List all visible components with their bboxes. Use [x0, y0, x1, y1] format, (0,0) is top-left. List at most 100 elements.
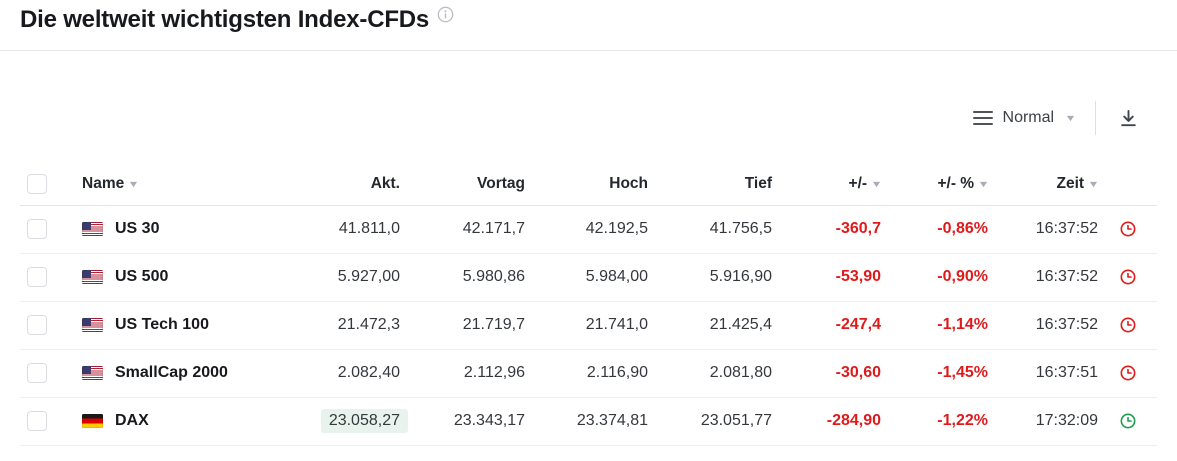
cell-change: -30,60 — [835, 364, 881, 381]
cell-tief: 41.756,5 — [709, 220, 772, 237]
cell-vortag: 21.719,7 — [462, 316, 525, 333]
column-header-name[interactable]: Name ▼ — [82, 174, 140, 192]
instrument-name: DAX — [115, 412, 149, 429]
sort-icon: ▼ — [1087, 178, 1100, 189]
instrument-name: US Tech 100 — [115, 316, 209, 333]
cell-change-pct: -1,45% — [937, 364, 988, 381]
cell-vortag: 5.980,86 — [462, 268, 525, 285]
cell-clock — [1098, 397, 1157, 445]
cell-akt: 41.811,0 — [338, 220, 400, 237]
info-icon[interactable] — [437, 6, 454, 23]
clock-icon — [1119, 412, 1137, 430]
table-row: DAX 23.058,27 23.343,17 23.374,81 23.051… — [20, 397, 1157, 445]
cell-tief: 2.081,80 — [709, 364, 772, 381]
cell-change-pct: -1,22% — [937, 412, 988, 429]
column-header-zeit[interactable]: Zeit ▼ — [1056, 174, 1100, 192]
row-checkbox-cell — [20, 205, 82, 253]
cell-clock — [1098, 205, 1157, 253]
cell-hoch: 42.192,5 — [585, 220, 648, 237]
toolbar-divider — [1095, 101, 1096, 135]
table-row: SmallCap 2000 2.082,40 2.112,96 2.116,90… — [20, 349, 1157, 397]
list-view-icon — [972, 110, 993, 126]
us-flag-icon — [82, 270, 103, 284]
row-checkbox-cell — [20, 253, 82, 301]
table-header-row: Name ▼ Akt. Vortag Hoch Tief +/- ▼ +/- % ▼ … — [20, 163, 1157, 205]
cell-name[interactable]: US 30 — [82, 205, 282, 253]
page-title: Die weltweit wichtigsten Index-CFDs — [20, 6, 430, 33]
table-row: US Tech 100 21.472,3 21.719,7 21.741,0 2… — [20, 301, 1157, 349]
instrument-name: SmallCap 2000 — [115, 364, 228, 381]
instrument-name: US 500 — [115, 268, 169, 285]
cell-tief: 23.051,77 — [700, 412, 772, 429]
column-header-tief[interactable]: Tief — [744, 174, 772, 192]
table-row: US 30 41.811,0 42.171,7 42.192,5 41.756,… — [20, 205, 1157, 253]
cell-change: -360,7 — [835, 220, 881, 237]
row-checkbox[interactable] — [27, 219, 47, 239]
column-header-hoch[interactable]: Hoch — [609, 174, 648, 192]
row-checkbox[interactable] — [27, 411, 47, 431]
cell-change-pct: -0,86% — [937, 220, 988, 237]
view-mode-label: Normal — [1002, 109, 1055, 126]
cell-akt: 23.058,27 — [282, 397, 408, 445]
cell-hoch: 23.374,81 — [576, 412, 648, 429]
cell-akt: 5.927,00 — [337, 268, 400, 285]
cell-change: -284,90 — [826, 412, 881, 429]
germany-flag-icon — [82, 414, 103, 428]
column-header-change-pct[interactable]: +/- % ▼ — [937, 174, 990, 192]
clock-icon — [1119, 220, 1137, 238]
column-header-change[interactable]: +/- ▼ — [848, 174, 883, 192]
sort-icon: ▼ — [127, 178, 140, 189]
cell-zeit: 16:37:52 — [1035, 316, 1098, 333]
us-flag-icon — [82, 318, 103, 332]
cell-change: -53,90 — [835, 268, 881, 285]
instrument-name: US 30 — [115, 220, 160, 237]
clock-icon — [1119, 364, 1137, 382]
cell-clock — [1098, 349, 1157, 397]
row-checkbox-cell — [20, 349, 82, 397]
clock-icon — [1119, 268, 1137, 286]
cell-vortag: 2.112,96 — [463, 364, 525, 381]
column-header-akt[interactable]: Akt. — [370, 174, 400, 192]
cell-tief: 21.425,4 — [709, 316, 772, 333]
cell-akt: 21.472,3 — [337, 316, 400, 333]
download-button[interactable] — [1116, 106, 1141, 131]
index-cfd-table: Name ▼ Akt. Vortag Hoch Tief +/- ▼ +/- % ▼ … — [20, 163, 1157, 446]
cell-zeit: 16:37:52 — [1035, 220, 1098, 237]
row-checkbox-cell — [20, 397, 82, 445]
cell-change-pct: -1,14% — [937, 316, 988, 333]
select-all-checkbox[interactable] — [27, 173, 47, 194]
chevron-down-icon: ▼ — [1064, 113, 1077, 123]
cell-hoch: 5.984,00 — [585, 268, 648, 285]
cell-clock — [1098, 253, 1157, 301]
table-toolbar: Normal ▼ — [0, 101, 1141, 135]
cell-tief: 5.916,90 — [709, 268, 772, 285]
us-flag-icon — [82, 366, 103, 380]
cell-vortag: 42.171,7 — [462, 220, 525, 237]
cell-name[interactable]: SmallCap 2000 — [82, 349, 282, 397]
cell-change: -247,4 — [835, 316, 881, 333]
sort-icon: ▼ — [977, 178, 990, 189]
page-header: Die weltweit wichtigsten Index-CFDs — [0, 0, 1177, 36]
column-header-clock — [1098, 163, 1157, 205]
table-row: US 500 5.927,00 5.980,86 5.984,00 5.916,… — [20, 253, 1157, 301]
cell-change-pct: -0,90% — [937, 268, 988, 285]
price-highlight: 23.058,27 — [320, 409, 408, 433]
row-checkbox-cell — [20, 301, 82, 349]
row-checkbox[interactable] — [27, 267, 47, 287]
cell-akt: 2.082,40 — [337, 364, 400, 381]
cell-name[interactable]: DAX — [82, 397, 282, 445]
row-checkbox[interactable] — [27, 363, 47, 383]
sort-icon: ▼ — [870, 178, 883, 189]
cell-vortag: 23.343,17 — [453, 412, 525, 429]
row-checkbox[interactable] — [27, 315, 47, 335]
header-divider — [0, 50, 1177, 51]
us-flag-icon — [82, 222, 103, 236]
cell-clock — [1098, 301, 1157, 349]
cell-hoch: 2.116,90 — [586, 364, 648, 381]
column-header-vortag[interactable]: Vortag — [477, 174, 525, 192]
clock-icon — [1119, 316, 1137, 334]
cell-zeit: 16:37:52 — [1035, 268, 1098, 285]
cell-name[interactable]: US 500 — [82, 253, 282, 301]
view-mode-dropdown[interactable]: Normal ▼ — [972, 109, 1077, 127]
cell-name[interactable]: US Tech 100 — [82, 301, 282, 349]
